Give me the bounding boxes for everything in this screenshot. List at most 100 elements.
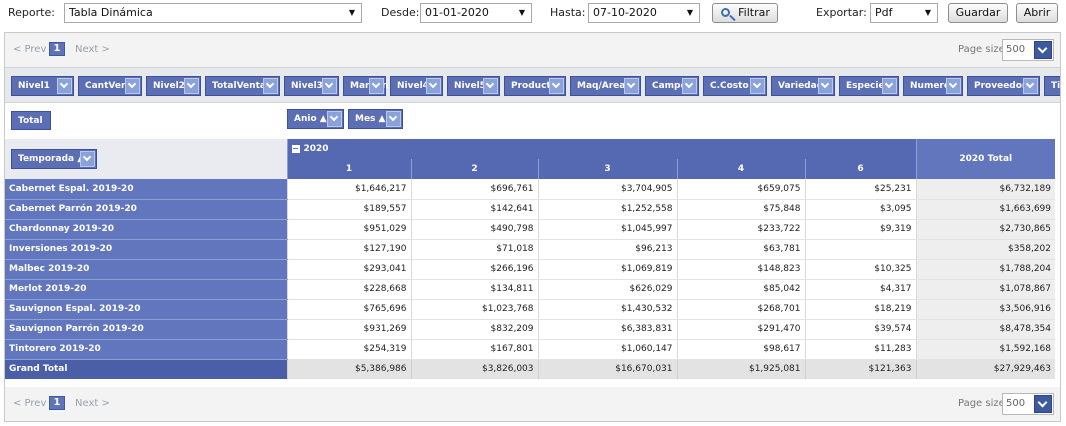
filter-dropdown-button[interactable]	[57, 78, 72, 94]
chevron-down-icon	[752, 79, 762, 89]
field-button[interactable]: Nivel1	[11, 76, 74, 96]
abrir-button[interactable]: Abrir	[1016, 3, 1058, 23]
filter-dropdown-button[interactable]	[549, 78, 564, 94]
row-header[interactable]: Merlot 2019-20	[5, 279, 287, 300]
page-size-select[interactable]: 500	[1002, 39, 1054, 61]
chevron-down-icon	[948, 79, 958, 89]
filter-dropdown-button[interactable]	[125, 78, 140, 94]
chevron-down-icon	[820, 79, 830, 89]
field-button[interactable]: Numero	[903, 76, 963, 96]
filter-dropdown-button[interactable]	[263, 78, 278, 94]
column-field-anio[interactable]: Anio ▲	[287, 109, 344, 129]
data-cell: $268,701	[676, 299, 805, 320]
filter-dropdown-button[interactable]	[386, 111, 401, 127]
field-label: Producto	[511, 81, 557, 91]
data-field-total[interactable]: Total	[11, 111, 51, 130]
row-header[interactable]: Cabernet Parrón 2019-20	[5, 199, 287, 220]
row-header[interactable]: Tintorero 2019-20	[5, 339, 287, 360]
month-header[interactable]: 6	[804, 159, 916, 179]
field-button[interactable]: Maq/Areas	[570, 76, 641, 96]
desde-date-select[interactable]: 01-01-2020 ▼	[420, 3, 532, 23]
filter-dropdown-button[interactable]	[426, 78, 441, 94]
row-header[interactable]: Malbec 2019-20	[5, 259, 287, 280]
row-field-temporada[interactable]: Temporada ▲	[11, 149, 97, 169]
field-button[interactable]: Nivel3	[284, 76, 339, 96]
data-cell: $832,209	[410, 319, 538, 340]
hasta-date-select[interactable]: 07-10-2020 ▼	[588, 3, 700, 23]
data-cell: $254,319	[286, 339, 411, 360]
collapse-icon[interactable]: −	[291, 144, 300, 153]
field-button[interactable]: Proveedor	[967, 76, 1040, 96]
reporte-select[interactable]: Tabla Dinámica ▼	[64, 3, 362, 23]
reporte-value: Tabla Dinámica	[69, 6, 153, 19]
data-cell: $6,383,831	[537, 319, 677, 340]
filter-dropdown-button[interactable]	[624, 78, 639, 94]
month-header[interactable]: 1	[286, 159, 411, 179]
chevron-down-icon	[82, 152, 92, 162]
prev-page-link[interactable]: < Prev	[13, 44, 47, 55]
field-button[interactable]: Margen	[343, 76, 388, 96]
field-button[interactable]: Campo	[645, 76, 699, 96]
row-total-cell: $1,663,699	[915, 199, 1055, 220]
field-button[interactable]: C.Costo	[703, 76, 767, 96]
filter-dropdown-button[interactable]	[682, 78, 697, 94]
field-button[interactable]: Especie	[839, 76, 899, 96]
guardar-button[interactable]: Guardar	[948, 3, 1008, 23]
row-total-cell: $6,732,189	[915, 179, 1055, 200]
page-size-dropdown-button[interactable]	[1034, 41, 1052, 59]
filter-dropdown-button[interactable]	[750, 78, 765, 94]
filter-dropdown-button[interactable]	[946, 78, 961, 94]
field-label: Tipo	[1051, 81, 1061, 91]
guardar-label: Guardar	[955, 6, 1001, 19]
filter-dropdown-button[interactable]	[818, 78, 833, 94]
filter-dropdown-button[interactable]	[327, 111, 342, 127]
total-header: 2020 Total	[915, 139, 1055, 179]
field-button[interactable]: Nivel4	[390, 76, 443, 96]
month-header[interactable]: 4	[676, 159, 805, 179]
filter-dropdown-button[interactable]	[369, 78, 384, 94]
current-page-button[interactable]: 1	[49, 396, 65, 410]
filter-dropdown-button[interactable]	[882, 78, 897, 94]
page-size-value: 500	[1006, 398, 1026, 409]
month-header[interactable]: 2	[410, 159, 538, 179]
data-cell: $291,470	[676, 319, 805, 340]
filter-dropdown-button[interactable]	[184, 78, 199, 94]
page-size-label: Page size:	[958, 44, 1009, 55]
row-header[interactable]: Cabernet Espal. 2019-20	[5, 179, 287, 200]
chevron-down-icon	[1037, 43, 1048, 54]
desde-label: Desde:	[381, 6, 420, 19]
current-page-button[interactable]: 1	[49, 42, 65, 56]
field-button[interactable]: Variedad	[771, 76, 835, 96]
column-field-mes[interactable]: Mes ▲	[348, 109, 403, 129]
year-header[interactable]: −2020	[286, 139, 916, 159]
row-header[interactable]: Chardonnay 2019-20	[5, 219, 287, 240]
field-button[interactable]: Tipo	[1044, 76, 1061, 96]
field-button[interactable]: TotalVenta	[205, 76, 280, 96]
row-header[interactable]: Sauvignon Parrón 2019-20	[5, 319, 287, 340]
chevron-down-icon: ▼	[348, 8, 356, 17]
filter-dropdown-button[interactable]	[1023, 78, 1038, 94]
data-cell: $1,069,819	[537, 259, 677, 280]
row-header[interactable]: Inversiones 2019-20	[5, 239, 287, 260]
row-header[interactable]: Sauvignon Espal. 2019-20	[5, 299, 287, 320]
filter-dropdown-button[interactable]	[80, 151, 95, 167]
filter-dropdown-button[interactable]	[322, 78, 337, 94]
field-button[interactable]: Nivel2	[146, 76, 201, 96]
next-page-link[interactable]: Next >	[75, 44, 110, 55]
grand-total-label: Grand Total	[5, 359, 287, 379]
filter-dropdown-button[interactable]	[483, 78, 498, 94]
next-page-link[interactable]: Next >	[75, 398, 110, 409]
page-size-dropdown-button[interactable]	[1034, 395, 1052, 413]
data-cell: $10,325	[804, 259, 916, 280]
page-size-label: Page size:	[958, 398, 1009, 409]
filtrar-button[interactable]: Filtrar	[712, 3, 778, 23]
page-size-select[interactable]: 500	[1002, 393, 1054, 415]
month-header[interactable]: 3	[537, 159, 677, 179]
exportar-select[interactable]: Pdf ▼	[870, 3, 938, 23]
field-button[interactable]: Nivel5	[447, 76, 500, 96]
field-button[interactable]: Producto	[504, 76, 566, 96]
prev-page-link[interactable]: < Prev	[13, 398, 47, 409]
data-cell: $1,023,768	[410, 299, 538, 320]
field-button[interactable]: CantVen	[78, 76, 142, 96]
data-cell: $659,075	[676, 179, 805, 200]
